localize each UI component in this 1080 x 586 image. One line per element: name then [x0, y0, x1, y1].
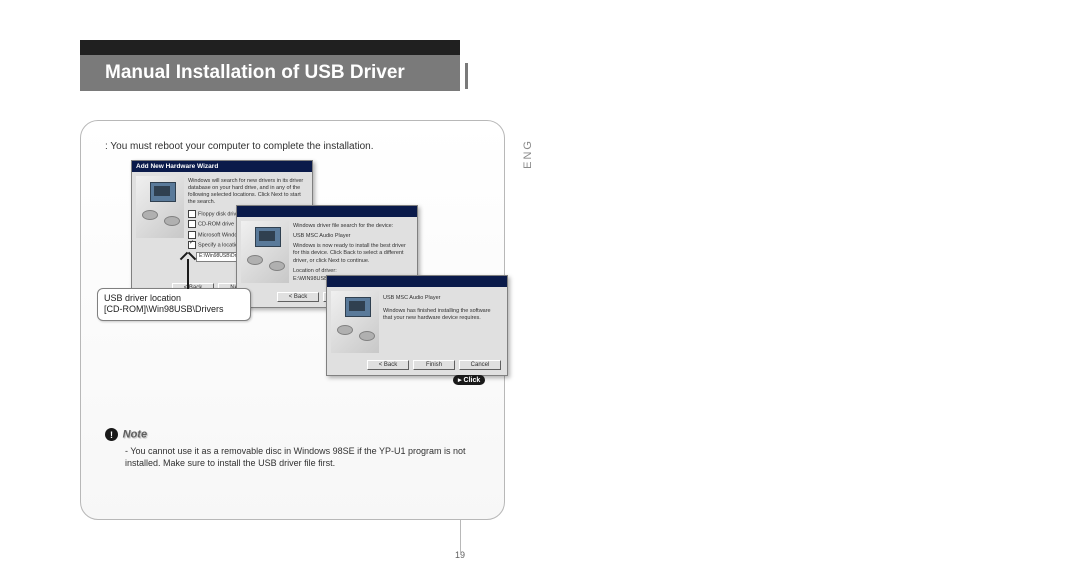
dialog-stack: Add New Hardware Wizard Windows will sea…	[121, 160, 486, 420]
d2-loclabel: Location of driver:	[293, 268, 409, 275]
note-section: ! Note - You cannot use it as a removabl…	[99, 428, 486, 469]
d2-searchline: Windows driver file search for the devic…	[293, 223, 409, 230]
language-label: ENG	[522, 139, 534, 169]
d3-device: USB MSC Audio Player	[383, 295, 499, 302]
d3-text: Windows has finished installing the soft…	[383, 308, 499, 322]
callout-arrow-v	[187, 259, 189, 289]
dialog1-titlebar: Add New Hardware Wizard	[132, 161, 312, 172]
note-icon: !	[105, 428, 118, 441]
note-label: Note	[123, 429, 147, 441]
driver-loc-line2: [CD-ROM]\Win98USB\Drivers	[104, 304, 244, 315]
wizard-illustration	[241, 221, 289, 283]
d2-midtext: Windows is now ready to install the best…	[293, 243, 409, 264]
dialog2-titlebar	[237, 206, 417, 217]
dialog1-instructions: Windows will search for new drivers in i…	[188, 178, 304, 207]
manual-page: Manual Installation of USB Driver ENG : …	[80, 40, 540, 560]
click-callout-3: Click	[453, 375, 485, 385]
d2-back-button[interactable]: < Back	[277, 292, 319, 302]
d3-back-button[interactable]: < Back	[367, 360, 409, 370]
content-box: ENG : You must reboot your computer to c…	[80, 120, 505, 520]
note-body: - You cannot use it as a removable disc …	[105, 445, 480, 469]
page-title: Manual Installation of USB Driver	[105, 62, 405, 84]
wizard-illustration	[136, 176, 184, 238]
dialog3-titlebar	[327, 276, 507, 287]
d2-device: USB MSC Audio Player	[293, 233, 409, 240]
intro-text: : You must reboot your computer to compl…	[105, 141, 486, 152]
page-title-bar: Manual Installation of USB Driver	[80, 55, 460, 91]
title-tail-mark	[465, 63, 468, 89]
driver-location-callout: USB driver location [CD-ROM]\Win98USB\Dr…	[97, 288, 251, 321]
wizard-illustration	[331, 291, 379, 353]
wizard-dialog-3: USB MSC Audio Player Windows has finishe…	[326, 275, 508, 376]
d3-finish-button[interactable]: Finish	[413, 360, 455, 370]
d3-cancel-button[interactable]: Cancel	[459, 360, 501, 370]
mid-divider	[460, 520, 461, 555]
driver-loc-line1: USB driver location	[104, 293, 244, 304]
